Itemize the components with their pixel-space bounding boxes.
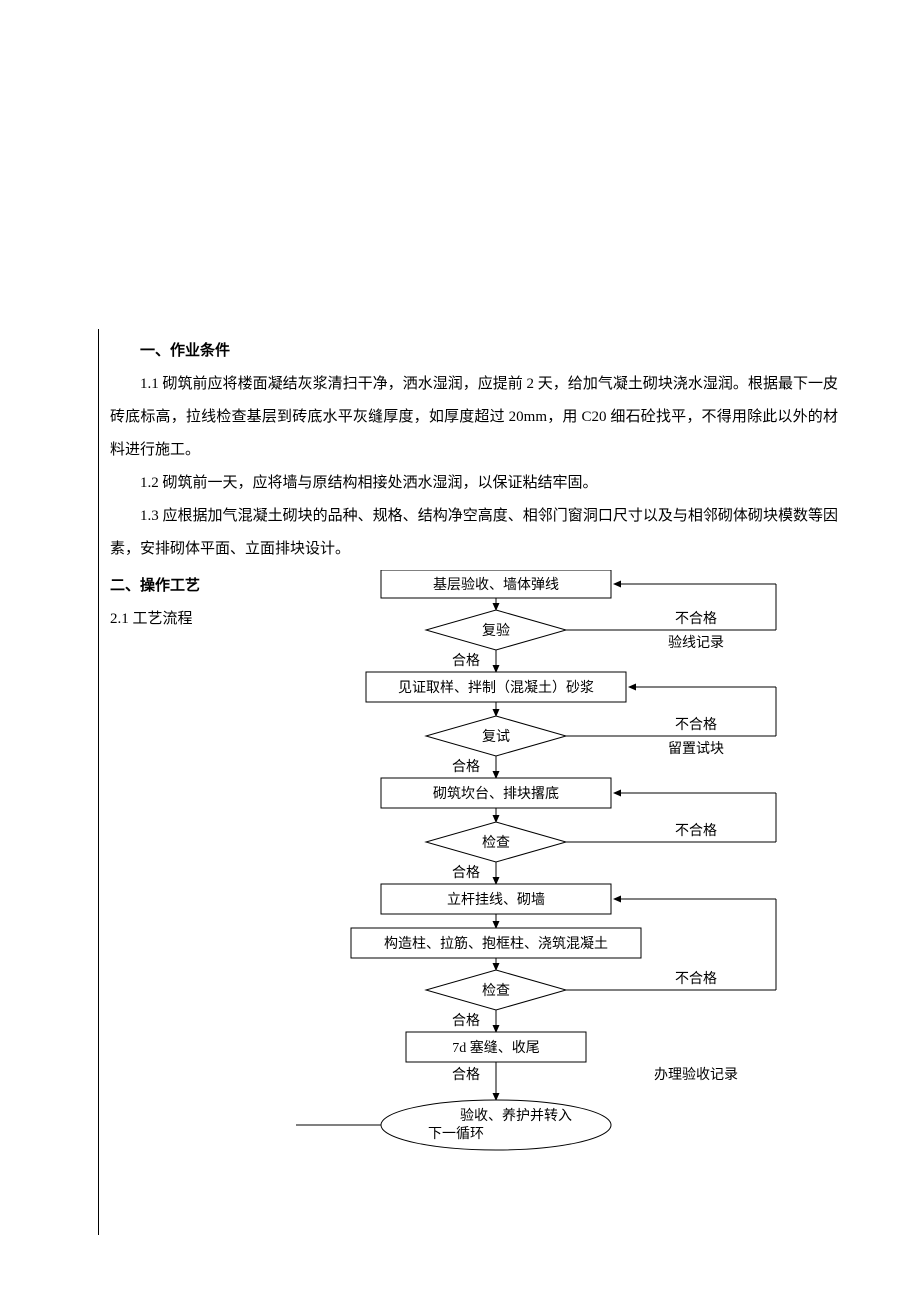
d5-fail-label: 不合格: [675, 971, 717, 987]
node-n7: [381, 1100, 611, 1150]
flowchart-area: 二、操作工艺 2.1 工艺流程 基层验收、墙体弹线: [98, 570, 838, 1250]
node-n3-label: 砌筑坎台、排块撂底: [433, 786, 559, 802]
node-d1-label: 复验: [482, 622, 510, 639]
d3-pass-label: 合格: [452, 865, 480, 881]
node-n7-label-b: 下一循环: [428, 1126, 484, 1142]
node-n2-label: 见证取样、拌制（混凝土）砂浆: [398, 680, 594, 696]
d1-pass-label: 合格: [452, 653, 480, 669]
paragraph-1-1: 1.1 砌筑前应将楼面凝结灰浆清扫干净，洒水湿润，应提前 2 天，给加气凝土砌块…: [98, 368, 838, 467]
flow-left-labels: 二、操作工艺 2.1 工艺流程: [110, 570, 200, 636]
content-block: 一、作业条件 1.1 砌筑前应将楼面凝结灰浆清扫干净，洒水湿润，应提前 2 天，…: [98, 335, 838, 1250]
d5-pass-label: 合格: [452, 1013, 480, 1029]
node-d5-label: 检查: [482, 983, 510, 999]
flowchart-svg-wrap: 基层验收、墙体弹线 复验 不合格 验线记录 合格: [296, 570, 836, 1255]
d3-fail-label: 不合格: [675, 823, 717, 839]
d1-fail-label: 不合格: [675, 611, 717, 627]
n6-pass-label: 合格: [452, 1067, 480, 1083]
d2-fail-label: 不合格: [675, 717, 717, 733]
node-n5-label: 构造柱、拉筋、抱框柱、浇筑混凝土: [384, 935, 608, 952]
node-d3-label: 检查: [482, 835, 510, 851]
node-n7-label-a: 验收、养护并转入: [460, 1108, 572, 1124]
d2-pass-label: 合格: [452, 759, 480, 775]
node-n1-label: 基层验收、墙体弹线: [433, 576, 559, 593]
flowchart-svg: 基层验收、墙体弹线 复验 不合格 验线记录 合格: [296, 570, 836, 1250]
d2-note-label: 留置试块: [668, 741, 724, 757]
section-2-title: 二、操作工艺: [110, 570, 200, 603]
n6-note-label: 办理验收记录: [654, 1067, 738, 1083]
page: 一、作业条件 1.1 砌筑前应将楼面凝结灰浆清扫干净，洒水湿润，应提前 2 天，…: [0, 0, 920, 1302]
paragraph-1-3: 1.3 应根据加气混凝土砌块的品种、规格、结构净空高度、相邻门窗洞口尺寸以及与相…: [98, 500, 838, 566]
paragraph-2-1: 2.1 工艺流程: [110, 603, 200, 636]
node-n4-label: 立杆挂线、砌墙: [447, 892, 545, 908]
paragraph-1-2: 1.2 砌筑前一天，应将墙与原结构相接处洒水湿润，以保证粘结牢固。: [98, 467, 838, 500]
section-1-title: 一、作业条件: [98, 335, 838, 368]
node-n6-label: 7d 塞缝、收尾: [452, 1039, 540, 1056]
d1-note-label: 验线记录: [668, 635, 724, 651]
node-d2-label: 复试: [482, 728, 510, 745]
